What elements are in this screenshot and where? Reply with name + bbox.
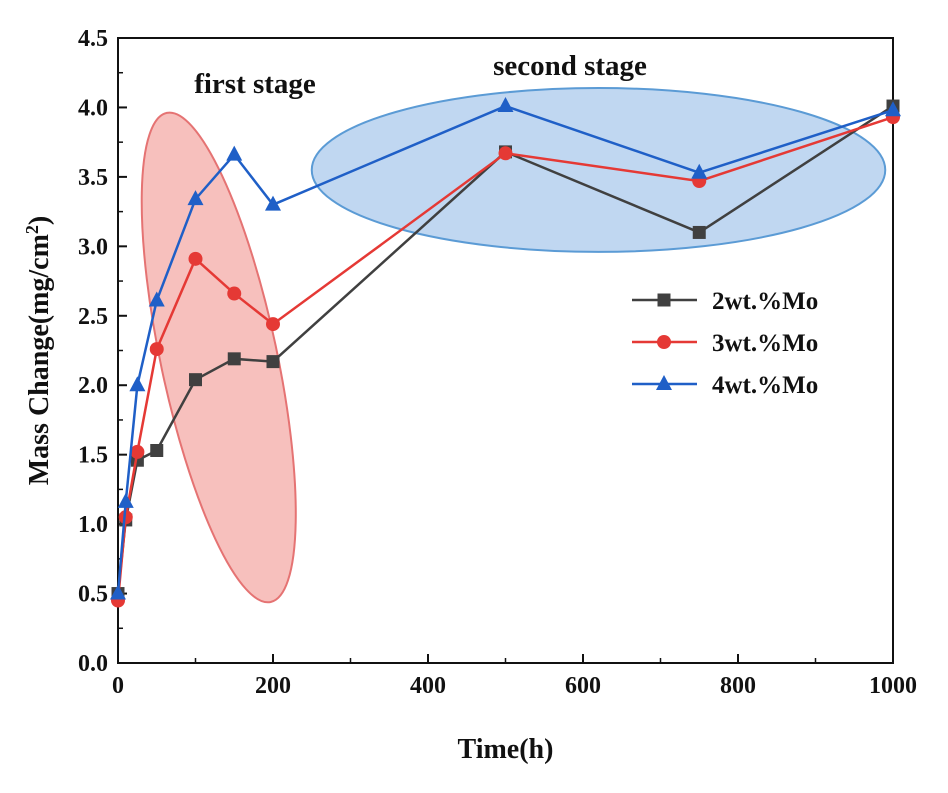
stage-highlight-ellipse xyxy=(140,111,297,604)
y-tick-label: 3.0 xyxy=(78,234,108,260)
data-point-4wt-mo xyxy=(497,97,514,113)
data-point-2wt-mo xyxy=(692,225,706,239)
x-tick-label: 800 xyxy=(720,673,756,699)
series-4wt-mo xyxy=(110,97,901,600)
y-tick-label: 2.0 xyxy=(78,373,108,399)
x-tick-label: 0 xyxy=(112,673,124,699)
x-axis-label: Time(h) xyxy=(458,734,554,765)
data-point-2wt-mo xyxy=(150,444,164,457)
data-point-4wt-mo xyxy=(265,195,281,211)
data-point-4wt-mo xyxy=(148,291,165,307)
y-tick-label: 4.5 xyxy=(78,26,108,52)
data-point-3wt-mo xyxy=(118,510,133,525)
data-point-4wt-mo xyxy=(885,101,901,117)
y-tick-label: 1.5 xyxy=(78,443,108,469)
legend-entry-label: 2wt.%Mo xyxy=(712,288,818,315)
data-point-3wt-mo xyxy=(266,317,280,332)
stage-highlight-ellipse xyxy=(310,87,887,253)
series-line-3wt-mo xyxy=(116,115,894,601)
x-tick-label: 400 xyxy=(410,673,446,699)
data-point-4wt-mo xyxy=(129,376,146,392)
y-tick-label: 3.5 xyxy=(78,165,108,191)
data-point-4wt-mo xyxy=(226,145,243,161)
legend-entry-label: 3wt.%Mo xyxy=(712,330,818,357)
y-tick-label: 2.5 xyxy=(78,304,108,330)
legend-marker xyxy=(657,293,671,307)
data-point-4wt-mo xyxy=(117,492,134,508)
y-tick-label: 0.5 xyxy=(78,582,108,608)
stage-label: second stage xyxy=(493,50,647,82)
data-point-2wt-mo xyxy=(189,373,202,387)
legend-entry-label: 4wt.%Mo xyxy=(712,372,818,399)
data-point-4wt-mo xyxy=(110,584,126,600)
series-line-4wt-mo xyxy=(116,104,894,594)
x-tick-label: 200 xyxy=(255,673,291,699)
data-point-3wt-mo xyxy=(130,444,145,459)
data-point-4wt-mo xyxy=(691,163,708,179)
data-point-3wt-mo xyxy=(227,286,242,301)
legend: 2wt.%Mo 3wt.%Mo 4wt.%Mo xyxy=(632,288,818,399)
x-tick-label: 600 xyxy=(565,673,601,699)
y-axis-label: Mass Change(mg/cm2) xyxy=(22,216,55,486)
data-point-3wt-mo xyxy=(498,146,513,161)
legend-marker xyxy=(656,375,672,390)
data-point-2wt-mo xyxy=(227,352,241,366)
data-point-4wt-mo xyxy=(187,190,204,206)
stage-label: first stage xyxy=(194,68,316,100)
data-point-3wt-mo xyxy=(149,342,164,357)
x-tick-label: 1000 xyxy=(869,673,917,699)
legend-marker xyxy=(657,335,671,349)
y-tick-label: 1.0 xyxy=(78,512,108,538)
y-tick-label: 0.0 xyxy=(78,651,108,677)
data-point-2wt-mo xyxy=(266,355,280,369)
data-point-3wt-mo xyxy=(188,251,203,266)
y-tick-label: 4.0 xyxy=(78,95,108,121)
